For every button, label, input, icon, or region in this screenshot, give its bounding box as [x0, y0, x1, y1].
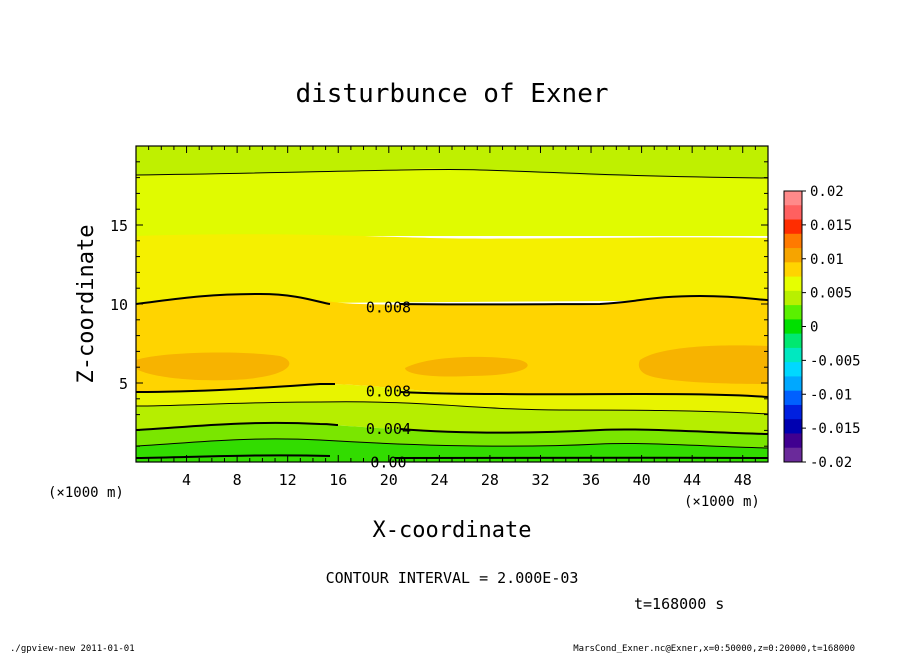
colorbar-swatch [784, 390, 802, 406]
colorbar-swatch [784, 305, 802, 320]
x-tick-label: 32 [531, 471, 549, 489]
x-tick-label: 8 [233, 471, 242, 489]
y-axis-label: Z-coordinate [74, 225, 99, 384]
band-lightgreen [136, 422, 768, 448]
x-unit-right: (×1000 m) [684, 494, 760, 510]
colorbar-swatch [784, 433, 802, 449]
colorbar-tick-label: -0.005 [810, 353, 861, 369]
time-label: t=168000 s [634, 595, 724, 613]
colorbar-swatch [784, 205, 802, 221]
colorbar-tick-label: -0.01 [810, 387, 852, 403]
y-axis: 5 10 15 [110, 161, 768, 447]
colorbar-swatch [784, 447, 802, 463]
colorbar-swatch [784, 276, 802, 292]
contour-0008-upper [136, 292, 768, 306]
x-tick-label: 20 [380, 471, 398, 489]
footer-right: MarsCond_Exner.nc@Exner,x=0:50000,z=0:20… [573, 644, 855, 654]
colorbar-swatch [784, 262, 802, 278]
x-tick-label: 40 [633, 471, 651, 489]
x-tick-label: 16 [329, 471, 347, 489]
colorbar-tick-label: -0.015 [810, 421, 861, 437]
colorbar-tick-label: 0.005 [810, 286, 852, 302]
colorbar-swatch [784, 191, 802, 206]
x-tick-label: 36 [582, 471, 600, 489]
x-unit-left: (×1000 m) [48, 485, 124, 501]
chart-title: disturbunce of Exner [295, 79, 608, 109]
contour-plot-area [136, 146, 768, 462]
colorbar-tick-label: 0 [810, 320, 818, 336]
x-axis-label: X-coordinate [373, 518, 532, 543]
x-axis: 4 8 12 16 20 24 28 32 36 40 44 48 [148, 146, 756, 489]
contour-label: 0.004 [366, 420, 411, 438]
contour-label: 0.008 [366, 299, 411, 317]
colorbar-swatch [784, 219, 802, 235]
band-yellowgreen [136, 401, 768, 434]
y-tick-label: 5 [119, 375, 128, 393]
x-tick-label: 4 [182, 471, 191, 489]
footer-left: ./gpview-new 2011-01-01 [10, 644, 135, 654]
contour-upper [136, 169, 768, 179]
colorbar-swatch [784, 362, 802, 377]
contour-0000 [136, 454, 768, 460]
y-tick-label: 10 [110, 296, 128, 314]
colorbar-swatch [784, 233, 802, 249]
x-tick-label: 44 [683, 471, 701, 489]
contour-0002 [136, 438, 768, 449]
x-tick-label: 28 [481, 471, 499, 489]
colorbar-swatch [784, 333, 802, 349]
band-yellow [136, 234, 768, 304]
colorbar-tick-label: -0.02 [810, 455, 852, 471]
contour-0006 [136, 401, 768, 415]
x-tick-label: 48 [734, 471, 752, 489]
band-gold [136, 294, 768, 397]
colorbar-tick-label: 0.01 [810, 252, 844, 268]
band-orange-2 [405, 356, 528, 377]
colorbar: 0.02 0.015 0.01 0.005 0 -0.005 -0.01 -0.015 -0.0… [783, 184, 861, 471]
contour-interval: CONTOUR INTERVAL = 2.000E-03 [326, 569, 579, 587]
colorbar-swatch [784, 419, 802, 434]
x-tick-label: 12 [279, 471, 297, 489]
x-tick-label: 24 [430, 471, 448, 489]
colorbar-swatch [784, 347, 802, 363]
band-lightyellow [136, 384, 768, 414]
contour-label: 0.008 [366, 382, 411, 400]
contour-0004 [136, 421, 768, 435]
contour-0008-lower [136, 382, 768, 398]
band-top-strip [136, 146, 768, 178]
colorbar-swatch [784, 319, 802, 335]
band-orange-3 [638, 345, 768, 384]
colorbar-swatch [784, 248, 802, 263]
colorbar-swatch [784, 404, 802, 420]
colorbar-tick-label: 0.015 [810, 218, 852, 234]
y-tick-label: 15 [110, 217, 128, 235]
colorbar-swatch [784, 376, 802, 392]
colorbar-tick-label: 0.02 [810, 184, 844, 200]
band-orange-1 [136, 352, 290, 381]
colorbar-swatch [784, 290, 802, 306]
